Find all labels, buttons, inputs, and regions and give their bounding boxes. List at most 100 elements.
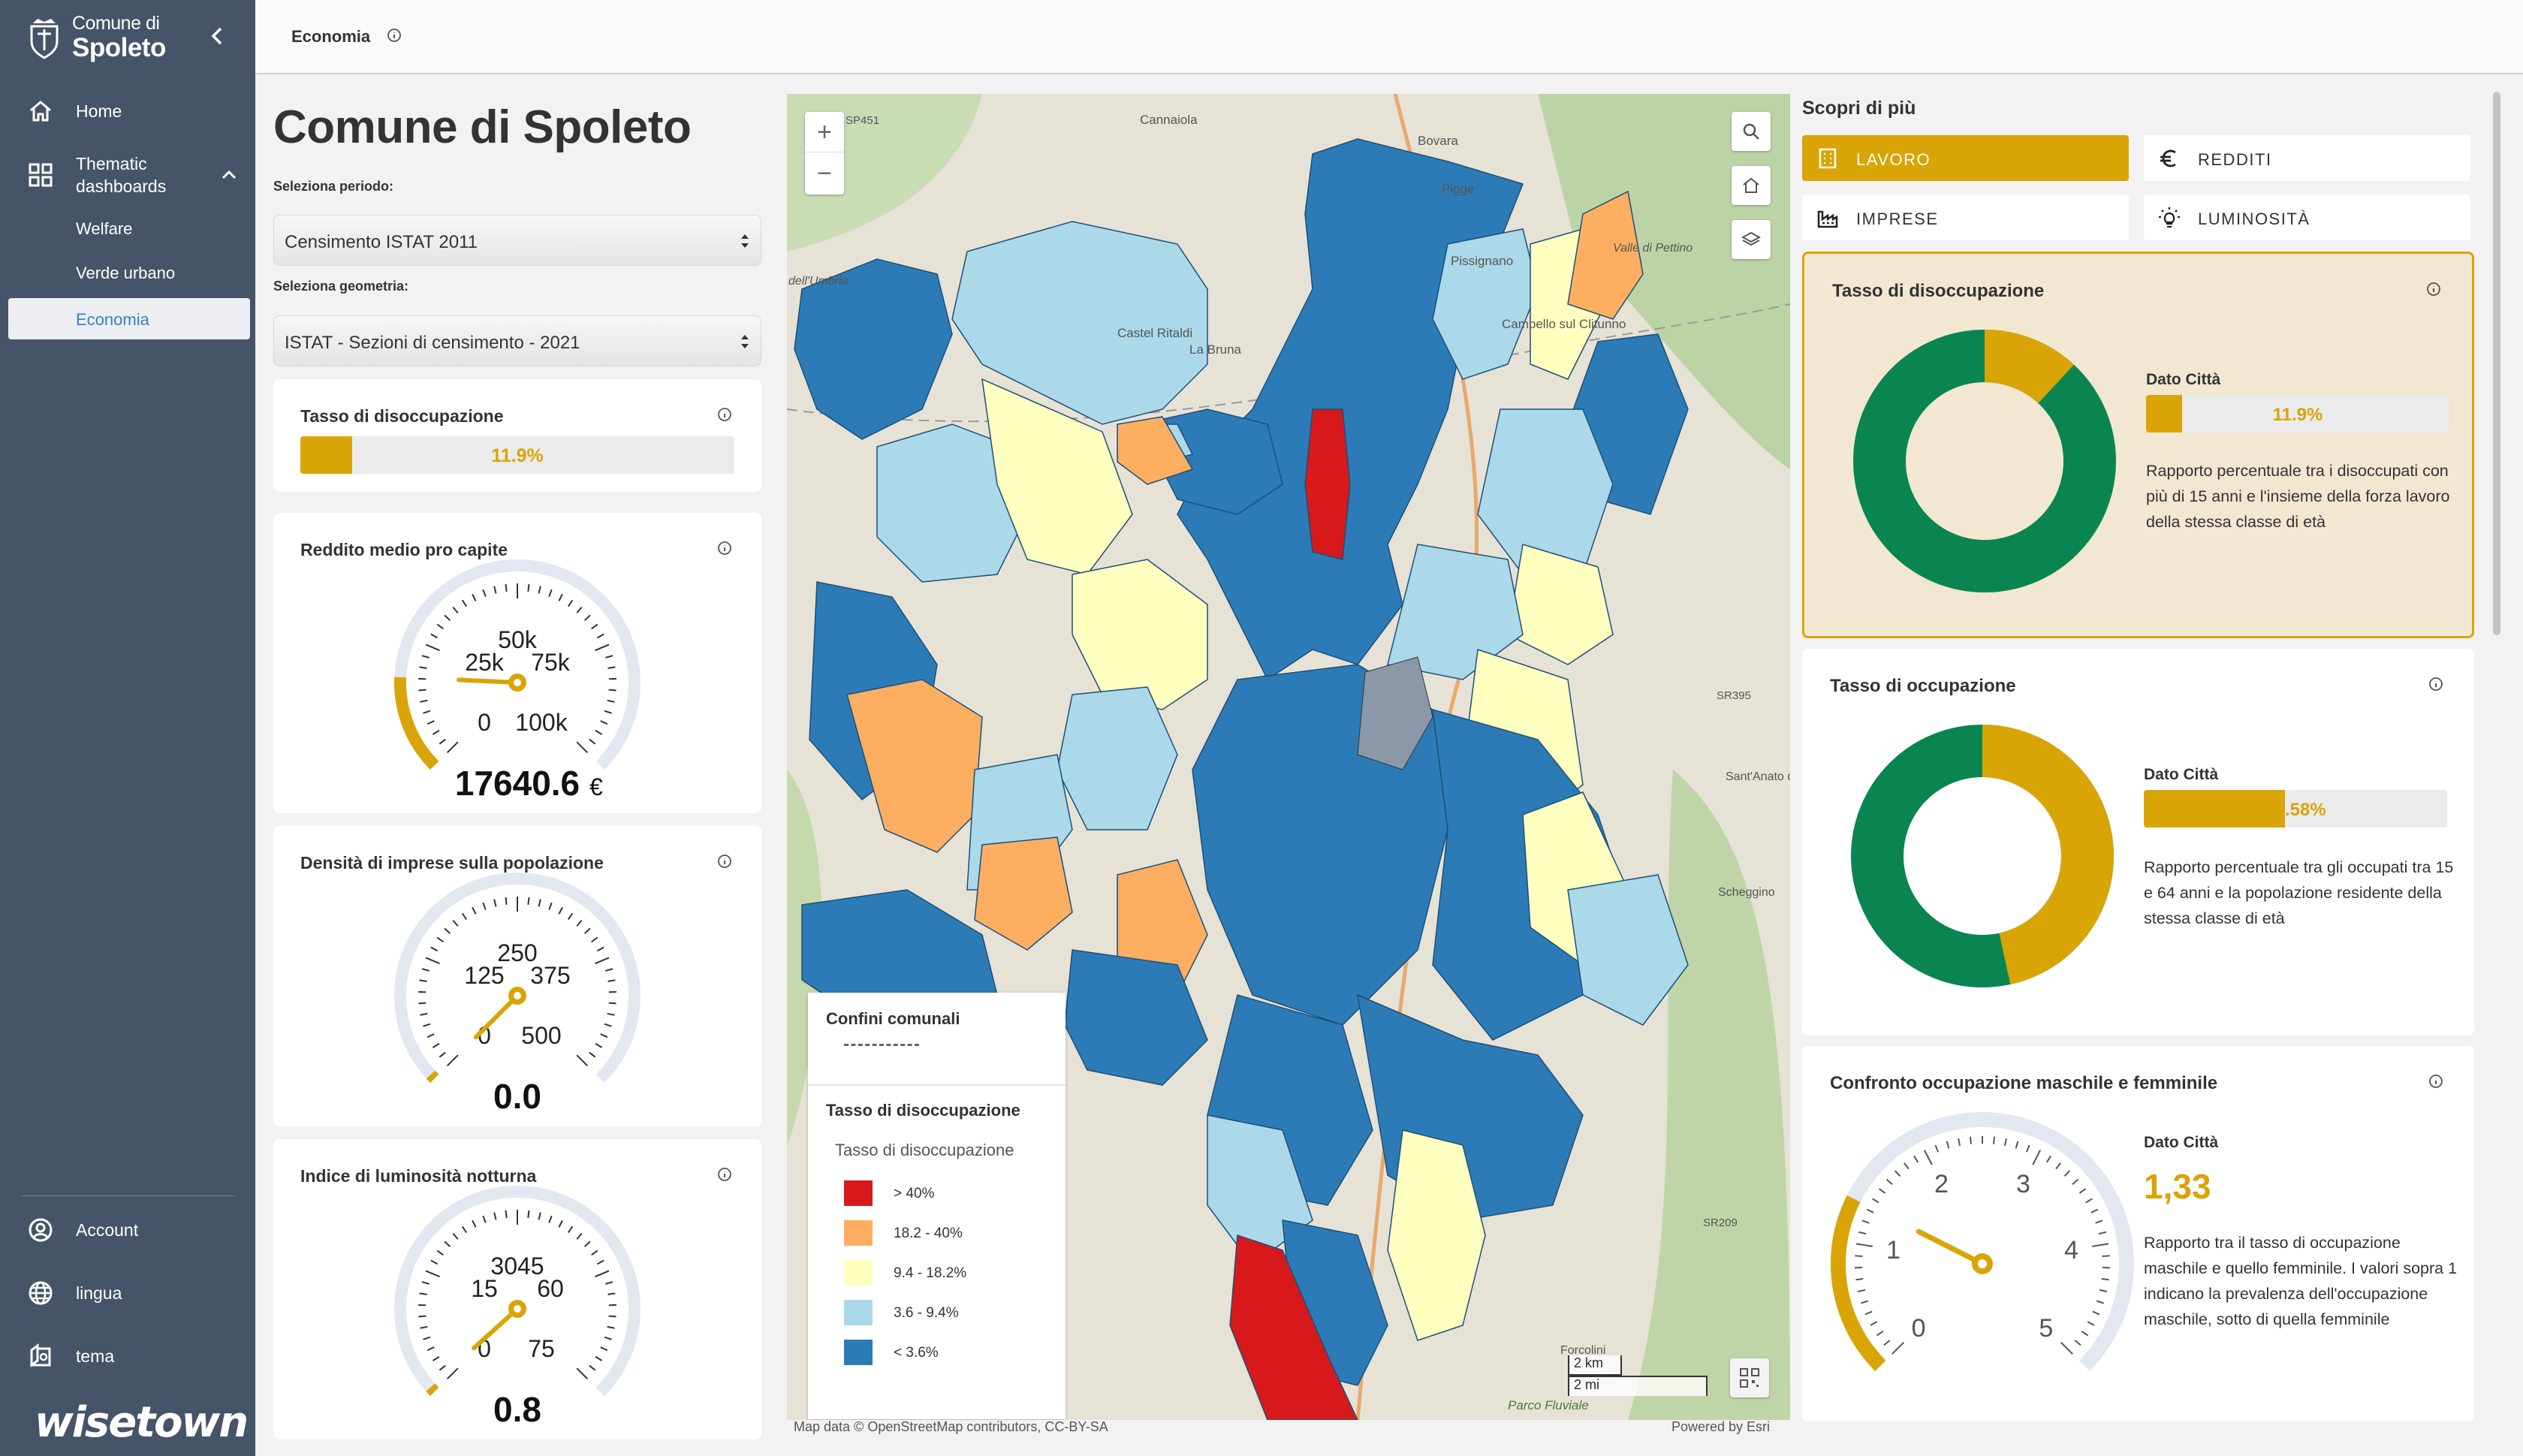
gauge-tick bbox=[558, 906, 563, 915]
gauge-tick bbox=[432, 1042, 440, 1048]
info-icon[interactable] bbox=[716, 853, 733, 870]
card-title: Densità di imprese sulla popolazione bbox=[300, 853, 604, 873]
gauge-confronto: 0 1 2 3 4 5 bbox=[1831, 1112, 2134, 1371]
gauge-tick bbox=[446, 1054, 459, 1067]
tab-redditi[interactable]: REDDITI bbox=[2144, 135, 2470, 181]
info-icon[interactable] bbox=[386, 27, 402, 44]
scrollbar-thumb[interactable] bbox=[2493, 92, 2500, 635]
zoom-out-button[interactable]: − bbox=[817, 159, 832, 188]
tab-lavoro[interactable]: LAVORO bbox=[1802, 135, 2129, 181]
info-icon[interactable] bbox=[716, 406, 733, 423]
nav-tema[interactable]: tema bbox=[0, 1338, 255, 1374]
nav-sub-verde-urbano[interactable]: Verde urbano bbox=[76, 264, 176, 282]
periodo-select[interactable]: Censimento ISTAT 2011 bbox=[273, 215, 761, 266]
gauge-tick bbox=[482, 1215, 487, 1223]
info-icon[interactable] bbox=[716, 1166, 733, 1183]
gauge-tick bbox=[608, 1315, 616, 1318]
gauge-tick bbox=[2074, 1340, 2081, 1346]
gauge-tick-label: 3 bbox=[2016, 1170, 2030, 1198]
progress-bar-fill bbox=[2146, 395, 2183, 433]
gauge-tick bbox=[591, 623, 598, 630]
nav-sub-welfare[interactable]: Welfare bbox=[76, 219, 133, 238]
gauge-tick-label: 50k bbox=[498, 626, 538, 653]
map-place-label: Sant'Anato di Narco bbox=[1726, 770, 1790, 783]
gauge-tick-label: 125 bbox=[464, 962, 504, 989]
map-road-label: SR209 bbox=[1703, 1216, 1738, 1229]
card-title: Tasso di disoccupazione bbox=[1832, 281, 2045, 301]
card-title: Reddito medio pro capite bbox=[300, 540, 508, 559]
card-reddito[interactable]: Reddito medio pro capite 0 25k 50k 75k 100k 1… bbox=[273, 513, 761, 813]
gauge-tick bbox=[605, 1281, 613, 1285]
gauge-tick bbox=[2045, 1155, 2051, 1163]
nav-thematic-dashboards[interactable]: Thematic dashboards bbox=[0, 150, 255, 200]
gauge-value-arc bbox=[426, 1383, 439, 1396]
legend-swatch bbox=[844, 1180, 873, 1206]
scale-mi: 2 mi bbox=[1568, 1376, 1708, 1396]
nav-home-label: Home bbox=[76, 101, 122, 121]
layers-icon bbox=[1741, 231, 1761, 246]
gauge-tick bbox=[419, 1292, 427, 1295]
info-icon[interactable] bbox=[2428, 1073, 2444, 1090]
gauge-tick bbox=[1878, 1188, 1886, 1194]
gauge-tick bbox=[1855, 1278, 1864, 1281]
nav-account[interactable]: Account bbox=[0, 1212, 255, 1248]
zoom-in-button[interactable]: + bbox=[805, 112, 844, 152]
gauge-tick bbox=[1970, 1136, 1972, 1144]
gauge-tick bbox=[583, 1240, 591, 1247]
wisetown-logo[interactable]: wisetown bbox=[35, 1398, 249, 1447]
info-icon[interactable] bbox=[2425, 281, 2442, 297]
gauge-value: 0.0 bbox=[493, 1077, 541, 1116]
gauge-tick bbox=[419, 979, 427, 982]
confronto-value: 1,33 bbox=[2144, 1167, 2211, 1206]
card-confronto-occupazione[interactable]: Confronto occupazione maschile e femmini… bbox=[1802, 1046, 2474, 1421]
nav-sub-economia-label: Economia bbox=[76, 310, 149, 329]
card-disoccupazione-detail[interactable]: Tasso di disoccupazione Dato Città 11.9%… bbox=[1802, 252, 2474, 638]
gauge-tick bbox=[446, 1367, 459, 1380]
info-icon[interactable] bbox=[2428, 676, 2444, 692]
map[interactable]: Cannaiola Bovara Pigge Pissignano Castel… bbox=[787, 94, 1790, 1420]
info-icon[interactable] bbox=[716, 540, 733, 556]
page-title: Comune di Spoleto bbox=[273, 101, 692, 153]
nav-sub-economia[interactable]: Economia bbox=[8, 298, 250, 339]
geometria-select[interactable]: ISTAT - Sezioni di censimento - 2021 bbox=[273, 315, 761, 366]
map-powered-by[interactable]: Powered by Esri bbox=[1671, 1419, 1771, 1434]
map-search-button[interactable] bbox=[1732, 112, 1771, 151]
card-luminosita[interactable]: Indice di luminosità notturna 0 15 3045 60 7… bbox=[273, 1139, 761, 1439]
gauge-tick-label: 0 bbox=[478, 1022, 491, 1049]
tab-imprese[interactable]: IMPRESE bbox=[1802, 194, 2129, 240]
card-disoccupazione[interactable]: Tasso di disoccupazione 11.9% bbox=[273, 379, 761, 492]
gauge-tick bbox=[482, 589, 487, 597]
periodo-label: Seleziona periodo: bbox=[273, 179, 394, 194]
chevron-up-icon[interactable] bbox=[219, 165, 239, 185]
zoom-controls: + − bbox=[805, 112, 844, 194]
card-occupazione[interactable]: Tasso di occupazione Dato Città 46.58% R… bbox=[1802, 649, 2474, 1035]
card-densita[interactable]: Densità di imprese sulla popolazione 0 12… bbox=[273, 826, 761, 1126]
gauge-tick bbox=[1858, 1231, 1867, 1235]
tab-luminosita[interactable]: LUMINOSITÀ bbox=[2144, 194, 2470, 240]
gauge-track bbox=[394, 873, 641, 1083]
map-home-button[interactable] bbox=[1732, 166, 1771, 205]
gauge-needle bbox=[473, 993, 520, 1040]
nav-home[interactable]: Home bbox=[0, 93, 255, 129]
gauge-tick bbox=[595, 1042, 603, 1048]
donut-chart bbox=[1851, 725, 2114, 987]
gauge-tick-label: 75 bbox=[528, 1335, 555, 1362]
gauge-tick bbox=[472, 1219, 477, 1228]
gauge-tick bbox=[2085, 1198, 2093, 1204]
gauge-tick bbox=[1958, 1138, 1961, 1147]
scrollbar[interactable] bbox=[2491, 92, 2503, 1456]
gauge-value: 17640.6 bbox=[455, 764, 580, 803]
gauge-tick bbox=[2101, 1278, 2109, 1281]
tab-label: IMPRESE bbox=[1856, 210, 1939, 228]
gauge-tick bbox=[2092, 1310, 2100, 1316]
gauge-tick bbox=[2081, 1331, 2089, 1337]
gauge-tick bbox=[461, 912, 468, 921]
nav-lingua[interactable]: lingua bbox=[0, 1275, 255, 1311]
map-road-label: SP451 bbox=[846, 114, 879, 127]
collapse-sidebar-icon[interactable] bbox=[204, 21, 230, 51]
gauge-tick bbox=[607, 979, 616, 982]
brand-logo[interactable]: Comune di Spoleto bbox=[27, 14, 166, 62]
map-layers-button[interactable] bbox=[1732, 220, 1771, 259]
qr-code-button[interactable] bbox=[1730, 1358, 1769, 1397]
